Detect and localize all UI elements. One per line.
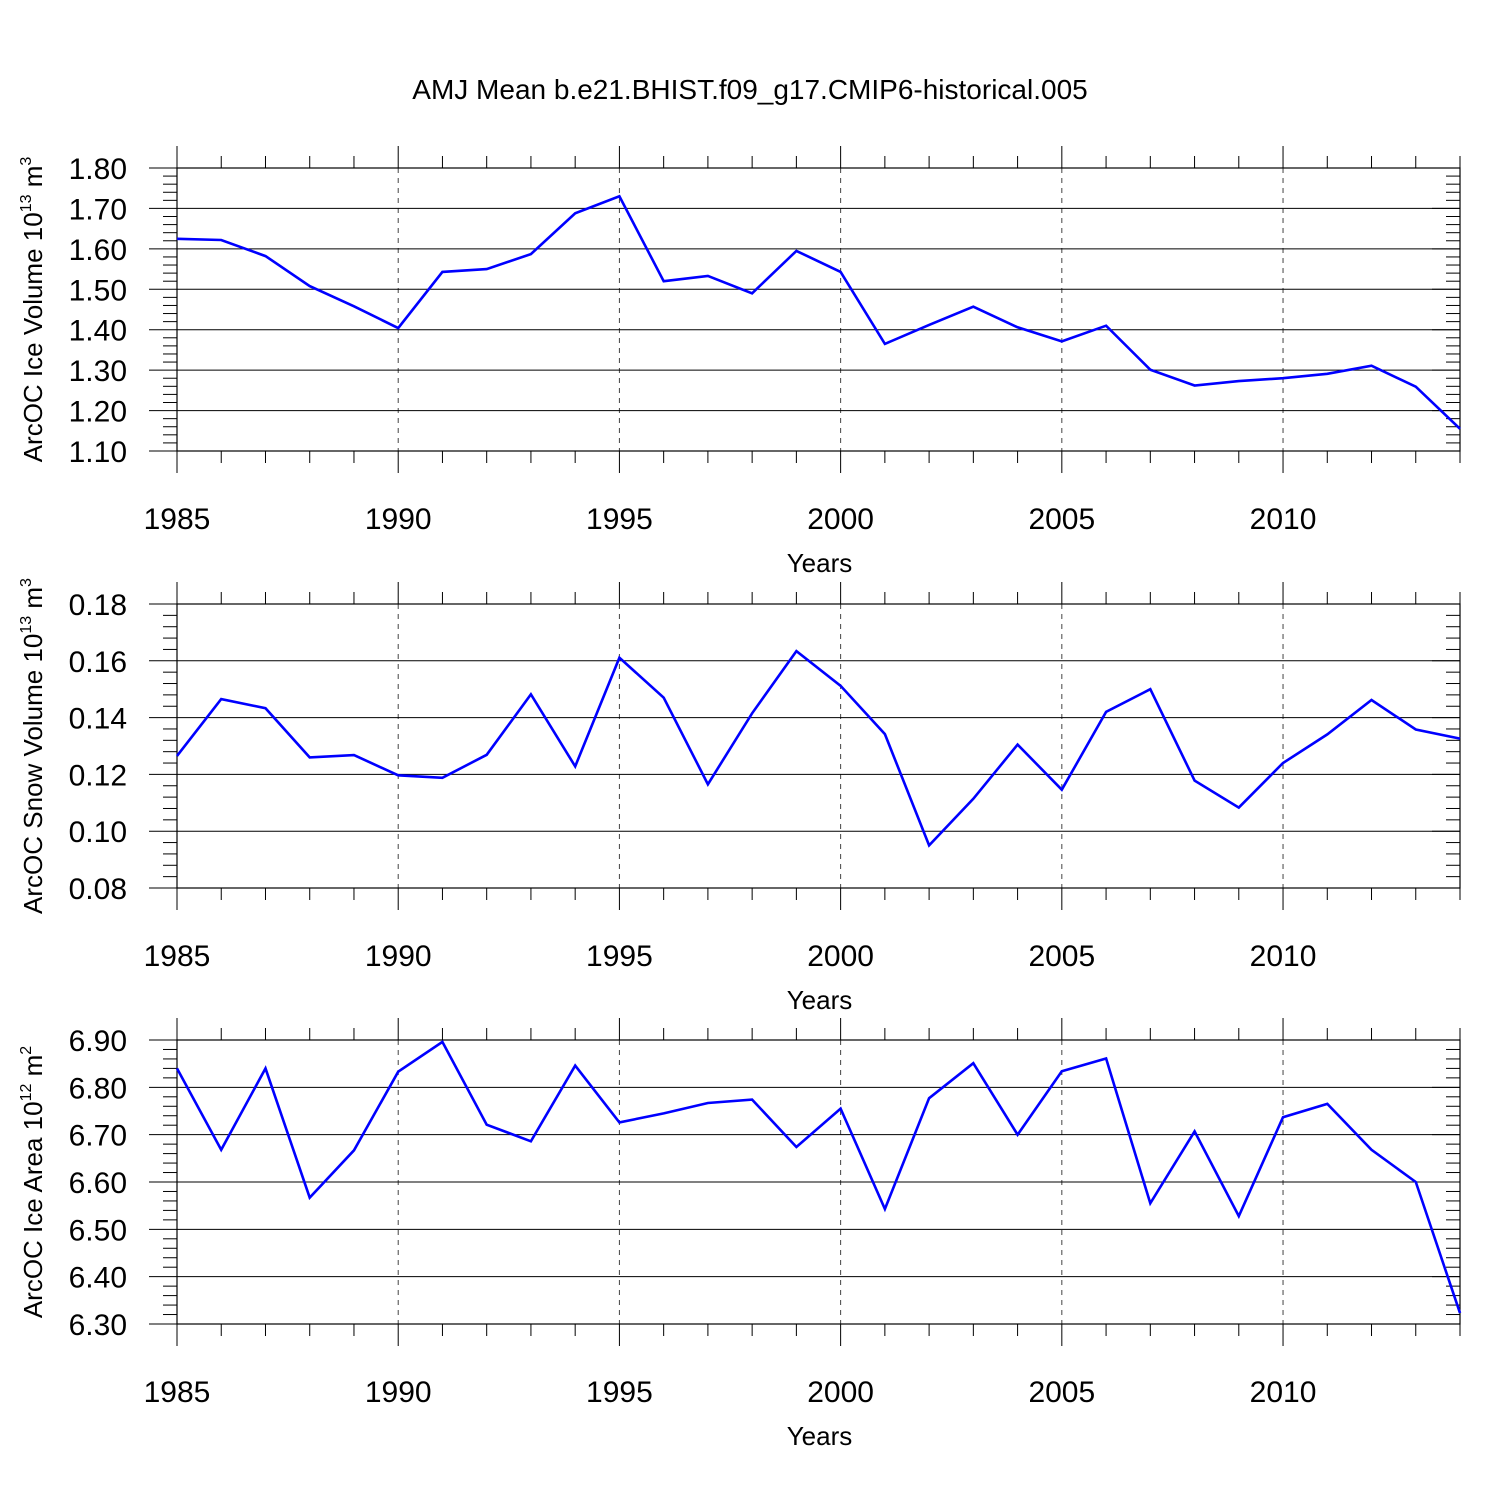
y-tick-label: 1.60 [69,234,127,267]
series-line [175,1040,1462,1314]
y-tick-label: 0.10 [69,816,127,849]
y-tick-label: 1.20 [69,396,127,429]
x-tick-label: 2000 [807,940,874,973]
x-tick-label: 2010 [1250,503,1317,536]
panel-snow-volume: 0.08 0.10 0.12 0.14 0.16 0.18 1985 1990 1995 2000… [18,578,1461,1015]
y-axis-label-ylabel-unit-exp: 3 [18,578,35,587]
y-tick-label: 0.16 [69,646,127,679]
y-axis-label: ArcOC Ice Area 1012 m2 [18,1046,48,1318]
y-tick-label: 0.12 [69,759,127,792]
y-tick-label: 1.50 [69,274,127,307]
y-axis-label-ylabel-unit-exp: 2 [18,1046,35,1055]
y-axis-label-ylabel-main: ArcOC Snow Volume 10 [18,634,48,914]
figure-title: AMJ Mean b.e21.BHIST.f09_g17.CMIP6-histo… [412,74,1087,105]
y-tick-label: 1.30 [69,355,127,388]
x-tick-label: 1990 [365,503,432,536]
y-tick-label: 6.70 [69,1120,127,1153]
x-tick-label: 1995 [586,940,653,973]
x-axis-label: Years [787,985,853,1015]
x-tick-label: 2010 [1250,940,1317,973]
y-tick-label: 1.70 [69,193,127,226]
x-tick-label: 1995 [586,1376,653,1409]
y-tick-label: 1.10 [69,436,127,469]
y-tick-label: 6.40 [69,1262,127,1295]
x-tick-label: 1995 [586,503,653,536]
panel-ice-area: 6.30 6.40 6.50 6.60 6.70 6.80 6.90 1985 1990 1995… [18,1018,1462,1451]
y-tick-label: 6.50 [69,1214,127,1247]
x-tick-label: 2005 [1028,940,1095,973]
y-tick-label: 0.14 [69,703,127,736]
x-tick-label: 1985 [144,1376,211,1409]
y-axis-label-ylabel-main: ArcOC Ice Area 10 [18,1101,48,1318]
plot-frame [176,167,1461,452]
panel-ice-volume: 1.10 1.20 1.30 1.40 1.50 1.60 1.70 1.80 1985 1990… [18,146,1461,578]
y-axis-label-ylabel-unit: m [18,166,48,195]
y-tick-label: 6.60 [69,1167,127,1200]
x-tick-label: 1990 [365,1376,432,1409]
series-line [176,194,1461,430]
y-axis-label-ylabel-unit: m [18,1055,48,1084]
x-tick-label: 2005 [1028,1376,1095,1409]
y-tick-label: 0.18 [69,589,127,622]
y-tick-label: 6.80 [69,1072,127,1105]
y-axis-label-ylabel-exp: 13 [18,616,35,634]
x-tick-label: 1985 [144,940,211,973]
y-axis-label: ArcOC Ice Volume 1013 m3 [18,157,48,463]
series-line [175,649,1461,848]
y-axis-label-ylabel-exp: 12 [18,1084,35,1102]
y-tick-label: 1.80 [69,153,127,186]
x-tick-label: 1985 [144,503,211,536]
x-axis-label: Years [787,1421,853,1451]
y-axis-label: ArcOC Snow Volume 1013 m3 [18,578,48,914]
y-tick-label: 1.40 [69,315,127,348]
y-axis-label-ylabel-unit: m [18,587,48,616]
x-tick-label: 2010 [1250,1376,1317,1409]
y-axis-label-ylabel-unit-exp: 3 [18,157,35,166]
x-tick-label: 2005 [1028,503,1095,536]
y-axis-label-ylabel-exp: 13 [18,194,35,212]
x-tick-label: 1990 [365,940,432,973]
plot-frame [176,603,1461,889]
x-tick-label: 2000 [807,503,874,536]
y-tick-label: 0.08 [69,873,127,906]
plot-frame [176,1039,1461,1325]
y-tick-label: 6.90 [69,1025,127,1058]
x-axis-label: Years [787,548,853,578]
x-tick-label: 2000 [807,1376,874,1409]
y-axis-label-ylabel-main: ArcOC Ice Volume 10 [18,212,48,462]
y-tick-label: 6.30 [69,1309,127,1342]
